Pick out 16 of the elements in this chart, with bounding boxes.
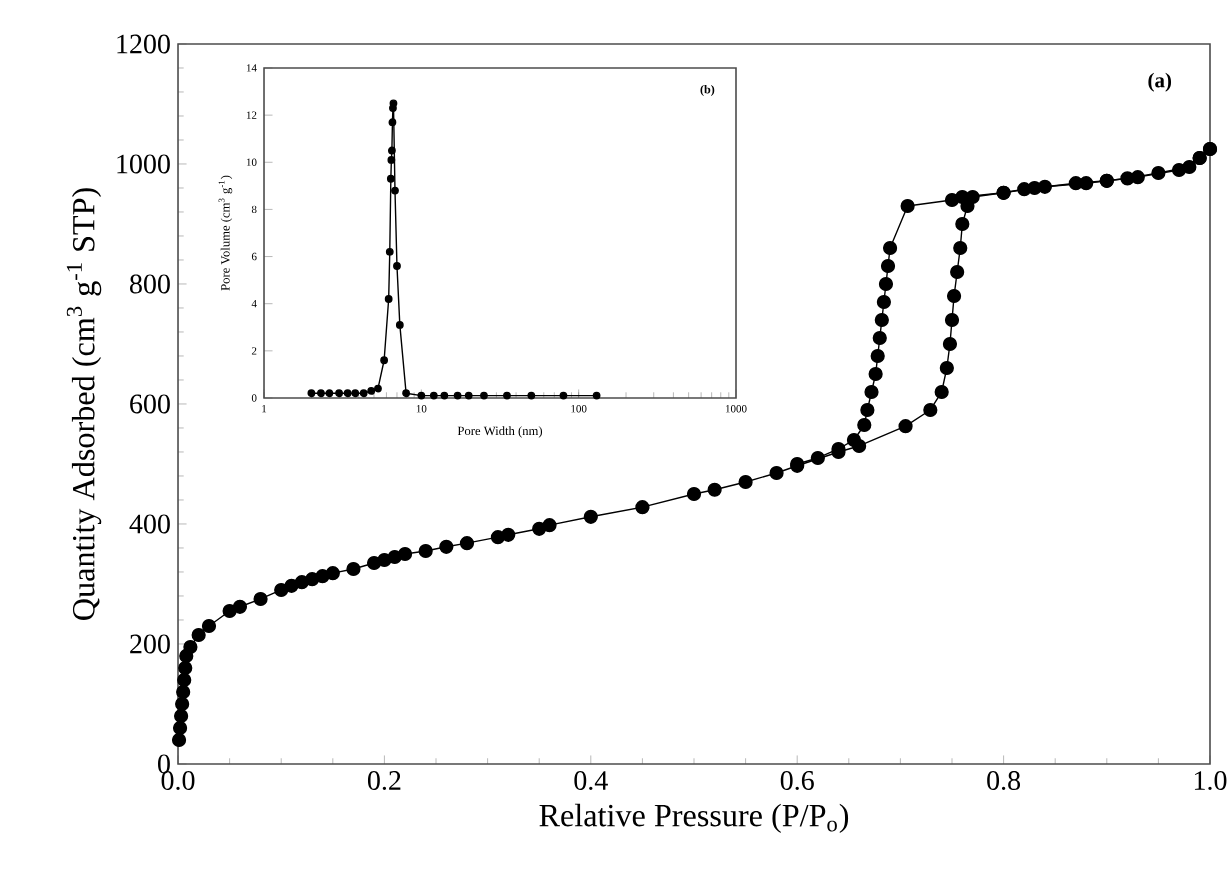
y-tick-label: 1000	[117, 154, 170, 174]
y-tick-label: 1200	[117, 34, 170, 54]
y-tick-label: 400	[129, 514, 170, 534]
x-tick-label: 0.6	[780, 771, 814, 791]
x-tick-label: 0.0	[161, 771, 195, 791]
annotation: (a)	[1148, 72, 1172, 92]
x-tick-label: 0.4	[574, 771, 608, 791]
y-tick-label: 200	[130, 634, 170, 654]
y-axis-title: Quantity Adsorbed (cm$^{3}$ g$^{-1}$ STP)	[66, 188, 102, 620]
y-tick-label: 800	[130, 274, 170, 294]
x-tick-label: 0.2	[367, 771, 401, 791]
x-tick-label: 1.0	[1194, 771, 1227, 791]
x-tick-label: 0.8	[987, 771, 1021, 791]
y-tick-label: 600	[130, 394, 170, 414]
x-axis-title: Relative Pressure (P/P$_{o}$)	[539, 803, 849, 833]
y-tick-label: 0	[158, 754, 170, 774]
